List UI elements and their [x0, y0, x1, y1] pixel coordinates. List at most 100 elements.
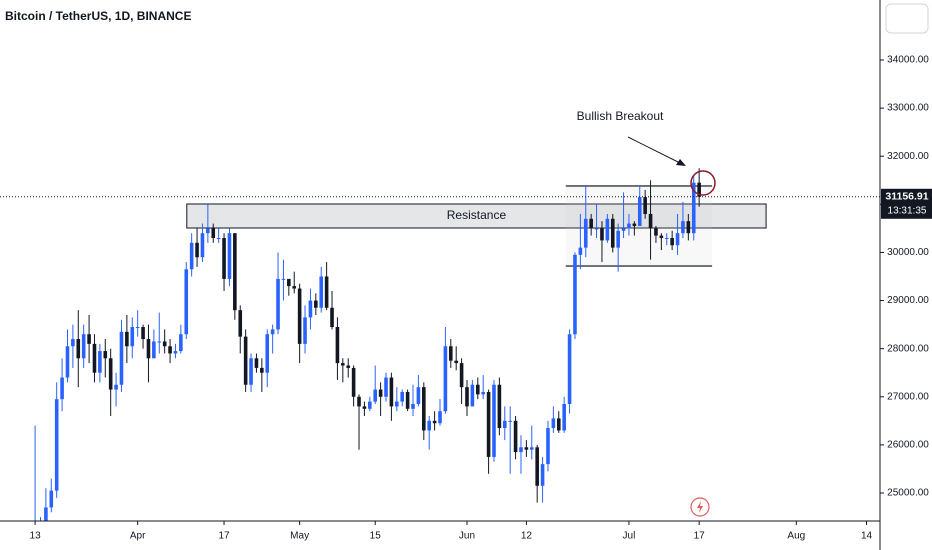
- candle-body: [341, 363, 345, 366]
- candle-body: [60, 377, 64, 400]
- candle-body: [222, 238, 226, 279]
- last-price-box: [881, 188, 932, 219]
- resistance-zone: [186, 203, 767, 229]
- x-tick-label: Apr: [130, 531, 146, 542]
- candle-body: [605, 218, 610, 241]
- candle-body: [670, 238, 674, 246]
- candle-body: [697, 182, 701, 197]
- candle-body: [627, 223, 631, 229]
- candle-body: [422, 387, 426, 431]
- candle-body: [616, 230, 620, 248]
- candle-body: [513, 420, 518, 453]
- candle-body: [405, 391, 410, 409]
- candle-body: [681, 221, 685, 234]
- candle-body: [654, 228, 658, 236]
- candle-body: [281, 278, 286, 280]
- candle-body: [76, 339, 81, 359]
- candle-body: [303, 317, 307, 344]
- y-tick-label: 30000.00: [887, 247, 929, 258]
- candle-body: [508, 420, 512, 422]
- candle-body: [475, 384, 480, 395]
- candle-body: [44, 507, 48, 521]
- candle-body: [324, 276, 329, 308]
- candle-body: [357, 396, 361, 407]
- y-tick-label: 27000.00: [887, 391, 929, 402]
- y-tick-label: 29000.00: [887, 295, 929, 306]
- candle-body: [529, 447, 534, 450]
- y-tick-label: 28000.00: [887, 343, 929, 354]
- candle-body: [519, 447, 523, 453]
- candle-body: [287, 278, 291, 287]
- candle-body: [260, 367, 264, 373]
- candle-body: [659, 235, 664, 239]
- candle-body: [206, 228, 210, 234]
- candle-body: [130, 327, 135, 347]
- candle-body: [308, 300, 313, 318]
- candle-body: [454, 360, 458, 364]
- candle-body: [459, 363, 464, 388]
- candle-body: [675, 233, 680, 246]
- countdown-label: 13:31:35: [888, 205, 927, 216]
- candle-body: [556, 418, 561, 431]
- y-tick-label: 25000.00: [887, 488, 929, 499]
- candle-body: [254, 358, 259, 368]
- candle-body: [114, 384, 118, 390]
- candle-body: [233, 233, 237, 311]
- candle-body: [573, 254, 577, 335]
- candle-body: [87, 334, 91, 344]
- x-tick-label: Jun: [459, 531, 475, 542]
- y-tick-label: 26000.00: [887, 440, 929, 451]
- annotation-arrow: [627, 136, 683, 165]
- candle-body: [211, 228, 216, 239]
- arrow-head: [676, 159, 686, 166]
- candle-body: [600, 228, 604, 241]
- plot-area: Resistance: [0, 168, 880, 521]
- settings-button[interactable]: [885, 3, 929, 34]
- candle-body: [292, 286, 297, 289]
- candle-body: [152, 341, 156, 359]
- candle-body: [502, 420, 507, 429]
- candle-body: [297, 288, 302, 344]
- candle-body: [432, 420, 437, 424]
- candle-body: [270, 329, 275, 335]
- resistance-label: Resistance: [447, 208, 507, 222]
- candle-body: [448, 346, 453, 361]
- candle-body: [481, 391, 485, 395]
- candle-body: [540, 464, 545, 486]
- candle-body: [330, 307, 334, 328]
- candle-body: [664, 238, 669, 240]
- candle-body: [648, 213, 653, 229]
- candle-body: [141, 327, 145, 340]
- candle-body: [351, 367, 356, 397]
- candle-body: [691, 182, 696, 234]
- candle-body: [578, 247, 583, 255]
- candle-body: [395, 401, 399, 407]
- y-tick-label: 33000.00: [887, 103, 929, 114]
- candle-body: [416, 387, 421, 404]
- candle-body: [81, 334, 86, 359]
- candle-body: [189, 242, 194, 270]
- x-tick-label: 13: [30, 531, 42, 542]
- candle-body: [243, 336, 248, 385]
- candle-body: [227, 233, 232, 279]
- chart-title: Bitcoin / TetherUS, 1D, BINANCE: [5, 9, 191, 23]
- candle-body: [173, 351, 178, 354]
- candle-body: [157, 341, 162, 343]
- candle-body: [610, 218, 615, 248]
- candle-body: [524, 447, 529, 450]
- candle-body: [146, 339, 151, 359]
- candle-body: [71, 339, 75, 347]
- candle-body: [497, 384, 502, 429]
- candle-body: [195, 242, 199, 258]
- candle-body: [65, 346, 70, 378]
- candle-body: [465, 387, 469, 407]
- candle-body: [686, 221, 691, 234]
- candle-body: [216, 238, 221, 240]
- candle-body: [373, 389, 378, 402]
- candle-body: [389, 377, 394, 407]
- candle-body: [546, 428, 550, 465]
- candle-body: [427, 420, 432, 431]
